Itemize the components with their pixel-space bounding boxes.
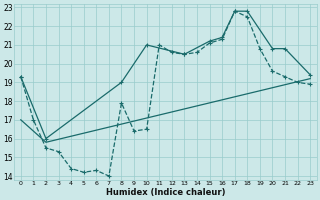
X-axis label: Humidex (Indice chaleur): Humidex (Indice chaleur) — [106, 188, 225, 197]
